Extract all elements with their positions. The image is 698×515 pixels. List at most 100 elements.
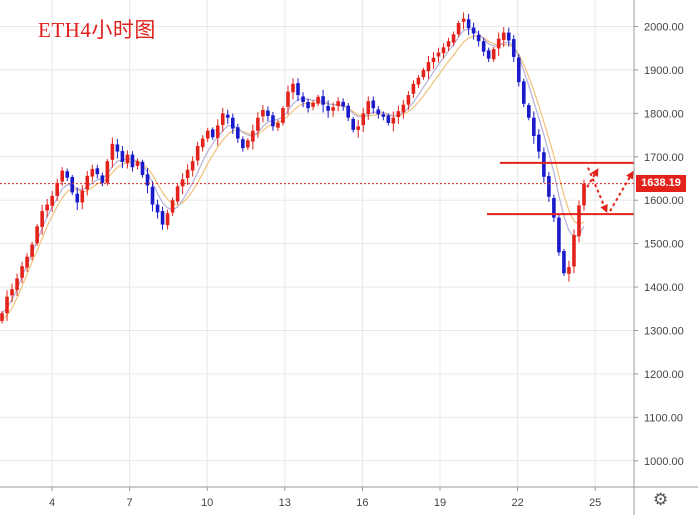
candle-body — [70, 176, 75, 193]
candle-body — [236, 127, 240, 139]
candle-body — [251, 130, 255, 142]
candle-body — [170, 200, 175, 213]
candle-body — [256, 117, 260, 131]
candle-body — [331, 107, 335, 111]
candle-body — [326, 105, 330, 111]
candle-body — [95, 168, 100, 175]
candle-body — [45, 204, 49, 211]
candle-body — [527, 105, 531, 118]
candle-body — [356, 126, 361, 130]
candle-body — [537, 134, 541, 152]
candle-body — [175, 186, 180, 202]
candle-body — [15, 278, 19, 290]
candle-body — [542, 152, 546, 177]
x-axis-tick-labels: 4 7 10 13 16 19 22 25 — [49, 497, 601, 509]
y-tick-label: 1600.00 — [644, 195, 684, 207]
candle-body — [90, 168, 95, 177]
y-tick-label: 1400.00 — [644, 282, 684, 294]
candle-body — [281, 108, 285, 123]
candle-body — [301, 96, 305, 103]
candle-body — [65, 171, 70, 178]
candle-body — [155, 204, 160, 213]
candle-body — [391, 117, 396, 124]
ma-fast-line — [1, 28, 585, 314]
candle-body — [471, 27, 476, 34]
candle-body — [286, 91, 290, 107]
grid-lines — [0, 0, 634, 487]
candle-body — [145, 174, 150, 186]
y-tick-label: 1500.00 — [644, 239, 684, 251]
x-tick-label: 19 — [434, 497, 446, 509]
candle-body — [446, 41, 451, 47]
candle-body — [521, 81, 526, 104]
y-tick-label: 2000.00 — [644, 22, 684, 34]
candle-body — [516, 57, 521, 83]
x-tick-label: 7 — [127, 497, 133, 509]
candle-body — [396, 111, 401, 118]
x-tick-label: 25 — [589, 497, 601, 509]
candle-body — [85, 175, 90, 190]
y-tick-label: 1100.00 — [644, 412, 683, 424]
candle-body — [572, 234, 576, 267]
candle-body — [115, 144, 120, 152]
candle-body — [190, 161, 195, 171]
candle-body — [10, 289, 14, 296]
candle-body — [441, 47, 446, 54]
candle-body — [100, 175, 105, 183]
candle-body — [451, 34, 456, 43]
moving-average-lines — [1, 28, 585, 321]
candle-body — [336, 101, 340, 106]
chart-title: ETH4小时图 — [38, 18, 156, 42]
x-tick-label: 10 — [201, 497, 213, 509]
candle-body — [496, 38, 501, 49]
candle-body — [266, 110, 270, 116]
candle-body — [501, 32, 506, 40]
candle-body — [376, 109, 381, 115]
candle-body — [35, 226, 39, 244]
candle-body — [125, 154, 130, 164]
candle-body — [486, 50, 491, 59]
candle-body — [195, 145, 200, 161]
candle-body — [481, 41, 486, 52]
candle-body — [55, 182, 59, 196]
candle-body — [20, 266, 24, 278]
candle-body — [311, 102, 315, 107]
current-price-badge: 1638.19 — [636, 175, 686, 192]
candle-body — [426, 62, 431, 72]
candle-body — [261, 109, 265, 117]
candle-body — [160, 211, 165, 225]
candle-body — [165, 213, 170, 226]
candle-body — [416, 77, 421, 85]
candle-body — [105, 161, 110, 183]
candle-body — [532, 117, 536, 136]
candle-body — [582, 183, 586, 206]
candle-body — [421, 69, 426, 78]
x-tick-label: 16 — [356, 497, 368, 509]
candle-body — [381, 114, 386, 117]
candle-body — [316, 96, 320, 104]
y-tick-label: 1200.00 — [644, 369, 684, 381]
candle-body — [150, 186, 155, 205]
candle-body — [436, 52, 441, 57]
candle-body — [180, 179, 185, 187]
candle-body — [110, 143, 115, 160]
candle-body — [75, 193, 80, 203]
candle-body — [366, 101, 371, 115]
candle-body — [200, 138, 205, 148]
candle-body — [456, 23, 461, 35]
candle-body — [291, 83, 295, 93]
candle-body — [230, 117, 235, 129]
gear-icon[interactable]: ⚙ — [653, 490, 669, 510]
y-axis-tick-labels: 1000.00 1100.00 1200.00 1300.00 1400.00 1500.… — [644, 22, 684, 468]
y-tick-label: 1300.00 — [644, 326, 684, 338]
y-tick-label: 1700.00 — [644, 152, 684, 164]
candle-body — [120, 150, 125, 163]
candle-body — [40, 211, 44, 227]
forecast-arrows — [583, 167, 634, 213]
candle-body — [5, 296, 9, 314]
candle-body — [246, 140, 250, 148]
candle-body — [296, 83, 300, 96]
candle-body — [341, 101, 345, 107]
candle-body — [25, 256, 29, 268]
candle-body — [386, 115, 391, 123]
